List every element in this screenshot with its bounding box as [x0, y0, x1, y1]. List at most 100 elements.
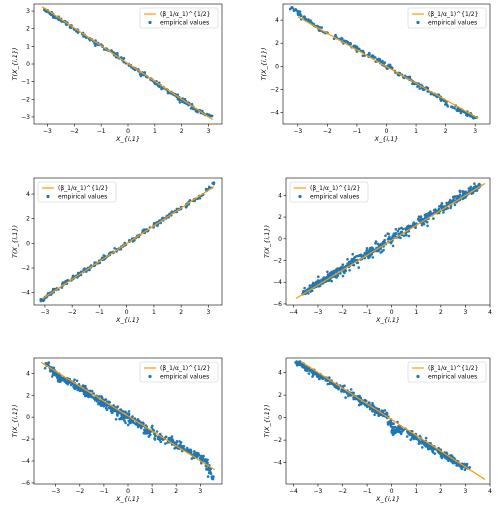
x-tick-label: −2	[338, 309, 347, 316]
scatter-point	[138, 72, 142, 76]
scatter-point	[461, 197, 465, 201]
y-tick-label: −4	[21, 458, 30, 465]
x-tick-label: −3	[43, 128, 52, 135]
x-tick-label: 0	[385, 128, 389, 135]
x-tick-label: 2	[444, 128, 448, 135]
scatter-point	[407, 234, 411, 238]
scatter-point	[420, 223, 424, 227]
y-axis-label: T(X_{i,1})	[11, 47, 19, 80]
scatter-point	[150, 426, 153, 429]
scatter-point	[414, 226, 417, 229]
legend: (β_1/α_1)^{1/2} empirical values	[407, 7, 487, 29]
scatter-point	[55, 374, 58, 377]
x-axis-label: X_{i,1}	[375, 316, 400, 324]
x-tick-label: −3	[40, 309, 49, 316]
scatter-point	[119, 408, 123, 411]
scatter-point	[206, 475, 210, 478]
scatter-point	[295, 9, 298, 12]
plot-area	[40, 361, 216, 481]
scatter-point	[449, 205, 453, 208]
x-tick-label: −2	[75, 488, 84, 495]
scatter-point	[374, 240, 378, 243]
y-tick-label: −4	[21, 290, 30, 297]
legend-box	[289, 181, 369, 203]
scatter-point	[374, 411, 377, 414]
legend-label-empirical: empirical values	[160, 374, 209, 381]
x-tick-label: 1	[152, 309, 156, 316]
scatter-point	[400, 226, 403, 230]
scatter-point	[113, 247, 116, 250]
y-axis-label: T(X_{i,1})	[263, 404, 271, 437]
scatter-point	[387, 63, 391, 67]
y-tick-label: −2	[21, 265, 30, 272]
plot-area	[295, 182, 486, 299]
scatter-point	[315, 372, 318, 375]
scatter-point	[402, 234, 406, 238]
scatter-point	[451, 461, 455, 465]
x-tick-label: 3	[206, 309, 210, 316]
scatter-point	[445, 201, 449, 205]
scatter-point	[445, 451, 448, 455]
scatter-point	[178, 440, 181, 443]
x-tick-label: 1	[414, 128, 418, 135]
x-tick-label: −4	[289, 309, 298, 316]
scatter-point	[104, 398, 108, 401]
x-tick-label: 2	[439, 488, 443, 495]
scatter-point	[185, 446, 189, 450]
x-tick-label: 2	[179, 309, 183, 316]
x-axis-label: X_{i,1}	[115, 135, 140, 143]
y-tick-label: 3	[26, 8, 30, 15]
scatter-point	[326, 270, 329, 274]
x-tick-label: −1	[363, 309, 372, 316]
scatter-point	[179, 443, 182, 446]
y-tick-label: 0	[275, 63, 279, 70]
x-tick-label: 1	[414, 488, 418, 495]
scatter-point	[392, 232, 396, 235]
fit-line	[41, 6, 213, 121]
scatter-point	[108, 401, 111, 404]
subplot-1: −3 −2 −1 0 1 2 3 −3 −2 −1 0 1 2 3 X_{i,1} T(X_{i,1}) (β_…	[11, 3, 223, 143]
scatter-point	[100, 395, 103, 398]
legend-label-fit: (β_1/α_1)^{1/2}	[428, 11, 479, 18]
scatter-point	[359, 403, 363, 406]
data-point	[458, 108, 462, 112]
legend-marker-swatch	[298, 194, 302, 199]
scatter-point	[113, 409, 116, 413]
x-tick-label: 1	[153, 128, 157, 135]
scatter-point	[397, 428, 401, 432]
scatter-point	[330, 270, 334, 274]
scatter-point	[392, 427, 395, 430]
x-tick-label: 4	[488, 309, 492, 316]
scatter-point	[405, 233, 408, 237]
scatter-point	[102, 254, 106, 257]
x-tick-label: −3	[51, 488, 60, 495]
scatter-point	[296, 12, 300, 15]
scatter-point	[424, 213, 428, 216]
scatter-point	[336, 274, 340, 277]
scatter-point	[427, 211, 431, 215]
scatter-point	[368, 407, 372, 411]
scatter-point	[63, 378, 67, 381]
scatter-point	[300, 362, 303, 366]
scatter-point	[349, 388, 353, 391]
plot-area	[288, 5, 479, 120]
scatter-point	[307, 292, 310, 295]
scatter-point	[471, 191, 475, 195]
plot-area	[294, 360, 486, 481]
y-tick-label: 2	[26, 392, 30, 399]
subplot-2: −3 −2 −1 0 1 2 3 −4 −2 0 2 4 X_{i,1} T(X_{i,1}) (β_1/α…	[260, 3, 491, 143]
scatter-point	[112, 404, 115, 407]
data-point	[80, 388, 84, 392]
scatter-point	[207, 113, 211, 116]
x-tick-label: 0	[390, 309, 394, 316]
fit-line	[300, 360, 486, 481]
legend-label-empirical: empirical values	[58, 194, 107, 201]
axes-frame	[285, 177, 491, 306]
scatter-point	[378, 58, 382, 61]
scatter-point	[303, 15, 307, 19]
scatter-point	[139, 426, 143, 430]
scatter-point	[312, 373, 315, 377]
scatter-point	[93, 397, 96, 400]
scatter-point	[452, 196, 456, 200]
scatter-point	[390, 429, 394, 433]
